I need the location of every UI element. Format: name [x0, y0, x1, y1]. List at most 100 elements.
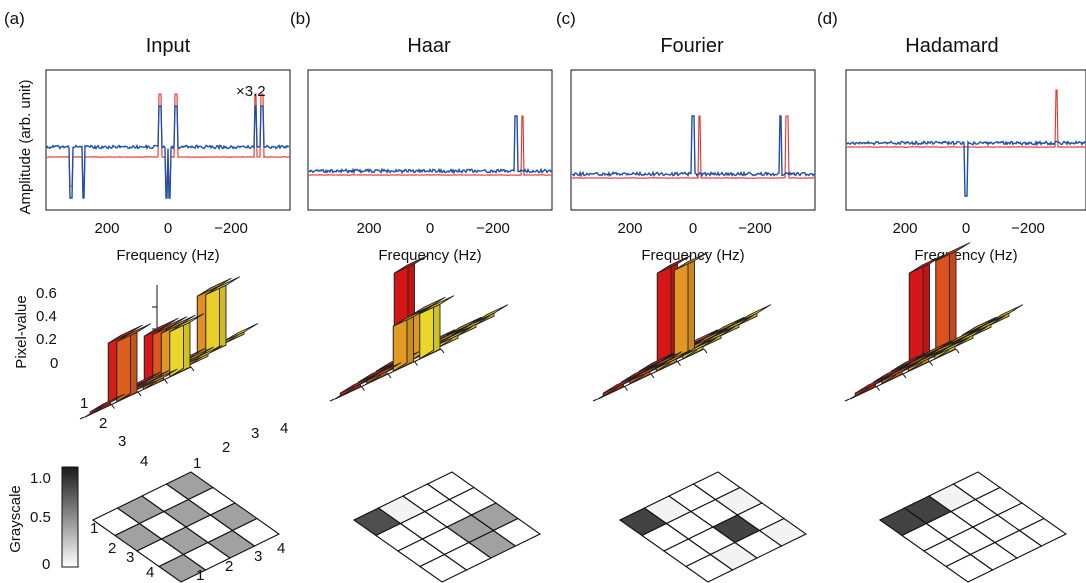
bar-top-face — [934, 337, 970, 357]
spectrum-axes-a — [45, 69, 291, 211]
bar-top-face — [925, 338, 961, 358]
bar-axis-tick — [703, 348, 708, 354]
bar-side-face — [169, 322, 184, 378]
spectrum-traces — [46, 89, 1086, 199]
panel-title-haar: Haar — [407, 35, 451, 57]
pixel-bar — [854, 374, 890, 397]
pixel-bar — [89, 393, 125, 415]
bar-side-face — [908, 264, 924, 364]
col-tick-label: 3 — [254, 548, 262, 565]
row-tick-label: 1 — [80, 395, 88, 412]
pixel-bar — [602, 374, 638, 397]
grayscale-cell — [758, 517, 808, 547]
pixel-bar — [223, 323, 259, 345]
red-trace — [308, 115, 552, 176]
gray-tick-label: 1.0 — [30, 470, 51, 487]
bar-top-face — [736, 304, 772, 324]
pixel-bar — [169, 313, 205, 378]
col-tick-label: 2 — [222, 439, 230, 456]
bars-zticks: 0.6 0.4 0.2 0 — [36, 285, 58, 372]
grayscale-cell — [1018, 517, 1068, 547]
bar-top-face — [943, 327, 979, 347]
bar-axis-tick — [844, 398, 850, 402]
row-tick-label: 2 — [108, 540, 116, 557]
panel-title-hadamard: Hadamard — [905, 35, 998, 57]
pixel-bar — [656, 254, 692, 364]
xtick-label: −200 — [476, 220, 510, 237]
bar-axis-tick — [79, 416, 85, 420]
gray-tick-label: 0 — [42, 556, 50, 573]
pixel-bar — [934, 337, 970, 360]
bar-top-face — [107, 324, 143, 344]
bar-top-face — [223, 323, 259, 342]
bar-axis-tick — [361, 386, 365, 391]
bar-top-face — [673, 251, 709, 271]
bar-top-face — [908, 254, 944, 274]
grayscale-label: Grayscale — [7, 485, 24, 553]
bar-top-face — [366, 362, 402, 382]
bar-axis-tick — [955, 348, 960, 354]
bar-axis-tick — [414, 361, 418, 366]
grayscale-map-a — [91, 471, 281, 583]
bar-top-face — [917, 340, 953, 360]
grayscale-map-c — [618, 471, 808, 583]
bars-zlabel: Pixel-value — [13, 295, 30, 368]
bar-top-face — [419, 295, 455, 315]
row-tick-label: 4 — [140, 453, 148, 470]
bar-top-face — [142, 368, 178, 388]
bar-top-face — [961, 316, 997, 336]
bar-axis-tick — [440, 348, 445, 354]
xtick-label: −200 — [738, 220, 772, 237]
ztick-label: 0.4 — [36, 308, 57, 325]
bar-top-face — [700, 326, 736, 346]
spectrum-xticks-b: 200 0 −200 — [356, 220, 509, 237]
pixel-bar — [908, 254, 944, 364]
bar-top-face — [907, 349, 943, 369]
spectrum-xticks-d: 200 0 −200 — [892, 220, 1044, 237]
row-tick-label: 2 — [99, 415, 107, 432]
pixel-bar — [691, 327, 727, 350]
row-tick-label: 3 — [126, 549, 134, 566]
bar-axis-tick — [111, 404, 115, 409]
pixel-bar — [907, 349, 943, 372]
spectrum-axes-b — [307, 69, 553, 211]
xtick-label: 200 — [892, 220, 917, 237]
xtick-label: 200 — [617, 220, 642, 237]
bar-side-face — [116, 332, 131, 403]
ztick-label: 0.6 — [36, 285, 57, 302]
bar-top-face — [410, 296, 446, 316]
grayscale-colorbar — [61, 466, 79, 568]
scale-note: ×3.2 — [236, 83, 266, 100]
bar-axis-tick — [677, 361, 681, 366]
col-tick-label: 4 — [277, 540, 285, 557]
col-tick-label: 1 — [193, 455, 201, 472]
row-tick-label: 3 — [118, 433, 126, 450]
bar-top-face — [455, 315, 491, 335]
bars-col-ticks: 1 2 3 4 — [193, 420, 288, 472]
bar-top-face — [656, 254, 692, 274]
spectrum-panel-d — [846, 89, 1086, 197]
bar-top-face — [339, 374, 375, 394]
bar-axis-tick — [902, 373, 907, 379]
bar-top-face — [357, 363, 393, 383]
bar-side-face — [935, 251, 950, 352]
bar-axis-tick — [592, 398, 598, 402]
bar-top-face — [134, 370, 170, 389]
bar-chart-a — [79, 276, 259, 420]
row-tick-label: 4 — [146, 564, 154, 581]
spectrum-ylabel: Amplitude (arb. unit) — [17, 79, 34, 214]
bar-top-face — [437, 326, 473, 346]
bar-top-face — [638, 352, 674, 372]
bar-top-face — [854, 374, 890, 394]
spectrum-xticks-c: 200 0 −200 — [617, 220, 771, 237]
bar-side-face — [419, 304, 434, 360]
pixel-bar — [366, 362, 402, 385]
bar-top-face — [160, 314, 196, 334]
pixel-bar — [881, 362, 917, 385]
ztick-label: 0 — [50, 355, 58, 372]
bar-top-face — [881, 362, 917, 382]
bar-side-face — [656, 264, 672, 364]
grayscale-cell — [492, 517, 542, 547]
bar-axis-tick — [190, 366, 195, 372]
